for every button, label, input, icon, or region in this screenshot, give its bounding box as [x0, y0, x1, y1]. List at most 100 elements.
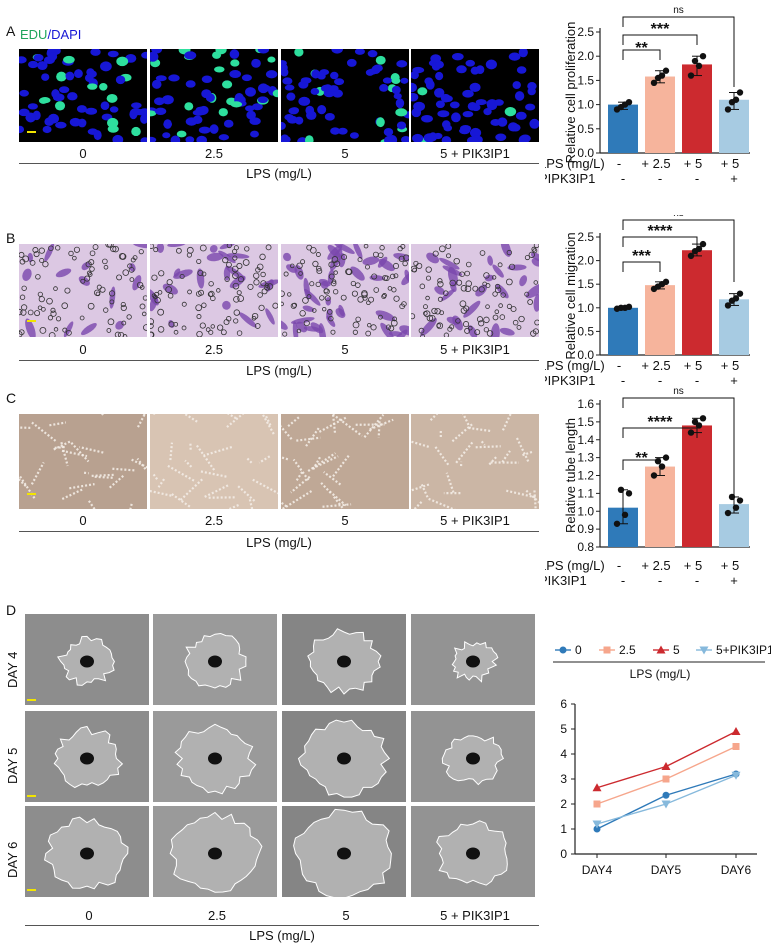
significance-label: **	[635, 40, 648, 57]
condition-label-c-0: 0	[79, 513, 87, 528]
scale-bar-2	[27, 493, 36, 495]
significance-label: ****	[648, 414, 674, 431]
condition-label-b-3: 5 + PIK3IP1	[440, 342, 510, 357]
bar-2	[682, 425, 712, 547]
lps-row-cell: + 5	[684, 558, 702, 573]
series-point-2	[592, 783, 602, 792]
spheroid-micrograph-day5-0	[25, 711, 149, 802]
condition-label-b-1: 2.5	[204, 342, 224, 357]
y-tick-label: 0.5	[577, 324, 594, 338]
data-point	[625, 98, 633, 106]
lps-row-cell: + 5	[721, 558, 739, 573]
series-point-3	[592, 820, 602, 829]
y-tick-label: 2.0	[577, 254, 594, 268]
data-point	[691, 247, 699, 255]
data-point	[728, 493, 736, 501]
data-point	[736, 290, 744, 297]
data-point	[625, 303, 633, 311]
condition-label-b-0: 0	[79, 342, 87, 357]
panel-label-c: C	[6, 390, 17, 406]
scale-bar-1	[27, 320, 36, 322]
series-point-1	[593, 800, 601, 808]
pik3ip1-row-cell: +	[730, 573, 738, 588]
data-point	[617, 304, 625, 311]
lps-row-cell: + 5	[721, 156, 739, 171]
data-point	[736, 497, 744, 504]
y-tick-label: 0.0	[577, 146, 594, 160]
significance-bracket	[622, 261, 661, 272]
y-tick-label: 0.8	[577, 540, 594, 554]
lps-axis-line-a	[19, 163, 539, 164]
data-point	[728, 98, 736, 106]
lps-axis-line-d	[25, 925, 539, 926]
tube-micrograph-2	[281, 414, 409, 509]
data-point	[699, 240, 707, 248]
day-label-4: DAY 4	[5, 651, 20, 688]
lps-row-cell: + 2.5	[641, 358, 670, 373]
lps-row-cell: -	[617, 358, 621, 373]
data-point	[724, 302, 732, 309]
y-tick-label: 2.5	[577, 230, 594, 244]
lps-axis-title-a: LPS (mg/L)	[246, 166, 312, 181]
data-point	[662, 67, 670, 74]
day-label-5: DAY 5	[5, 747, 20, 784]
pik3ip1-row-cell: -	[621, 373, 625, 388]
edu-sep: /	[47, 27, 52, 42]
significance-label: **	[635, 450, 648, 467]
edu-micrograph-3	[411, 49, 539, 142]
data-point	[650, 79, 658, 87]
lps-row-cell: + 5	[684, 358, 702, 373]
bar-1	[645, 285, 675, 355]
panel-label-d: D	[6, 602, 17, 618]
lps-row-cell: + 2.5	[641, 558, 670, 573]
data-point	[736, 89, 744, 96]
significance-bracket	[622, 459, 661, 470]
tube-micrograph-0	[19, 414, 147, 509]
tube-micrograph-1	[150, 414, 278, 509]
spheroid-micrograph-day4-0	[25, 614, 149, 705]
series-point-0	[662, 791, 670, 799]
edu-text: EDU	[20, 27, 48, 42]
significance-label: ns	[673, 215, 684, 219]
spheroid-micrograph-day5-2	[282, 711, 406, 802]
y-tick-label: 1.3	[577, 451, 594, 465]
legend-title: LPS (mg/L)	[630, 667, 691, 681]
y-tick-label: 1.5	[577, 415, 594, 429]
y-tick-label: 6	[560, 697, 567, 711]
pik3ip1-row-cell: -	[695, 171, 699, 186]
migration-micrograph-0	[19, 244, 147, 337]
lps-row-cell: + 5	[721, 358, 739, 373]
lps-axis-line-b	[19, 360, 539, 361]
bar-chart-tube-length: 0.8 0.9 1.0 1.1 1.2 1.3 1.4 1.5 1.6 Relative tube…	[545, 386, 750, 588]
panel-label-b: B	[6, 230, 16, 246]
pik3ip1-row-label: PIPK3IP1	[545, 171, 595, 186]
x-tick-label: DAY6	[721, 863, 752, 877]
y-tick-label: 1.6	[577, 397, 594, 411]
significance-label: ****	[648, 223, 674, 240]
pik3ip1-row-label: PIK3IP1	[545, 573, 587, 588]
spheroid-micrograph-day6-1	[153, 806, 277, 897]
y-tick-label: 1.5	[577, 277, 594, 291]
lps-axis-title-c: LPS (mg/L)	[246, 535, 312, 550]
data-point	[662, 454, 670, 461]
legend-marker	[603, 646, 611, 654]
y-tick-label: 1.0	[577, 504, 594, 518]
pik3ip1-row-cell: -	[621, 171, 625, 186]
significance-bracket	[622, 427, 698, 438]
condition-label-a-3: 5 + PIK3IP1	[440, 146, 510, 161]
condition-label-b-2: 5	[341, 342, 349, 357]
data-point	[617, 103, 625, 111]
y-tick-label: 1.4	[577, 433, 594, 447]
pik3ip1-row-label: PIPK3IP1	[545, 373, 595, 388]
dapi-text: DAPI	[51, 27, 82, 42]
pik3ip1-row-cell: -	[658, 373, 662, 388]
series-point-0	[593, 825, 601, 833]
pik3ip1-row-cell: -	[658, 573, 662, 588]
edu-dapi-label: EDU/DAPI	[20, 27, 81, 42]
y-tick-label: 1.0	[577, 301, 594, 315]
spheroid-micrograph-day4-3	[411, 614, 535, 705]
significance-bracket	[622, 49, 661, 60]
legend-label-0: 0	[575, 643, 582, 657]
series-line-3	[596, 774, 737, 825]
y-tick-label: 2	[560, 797, 567, 811]
